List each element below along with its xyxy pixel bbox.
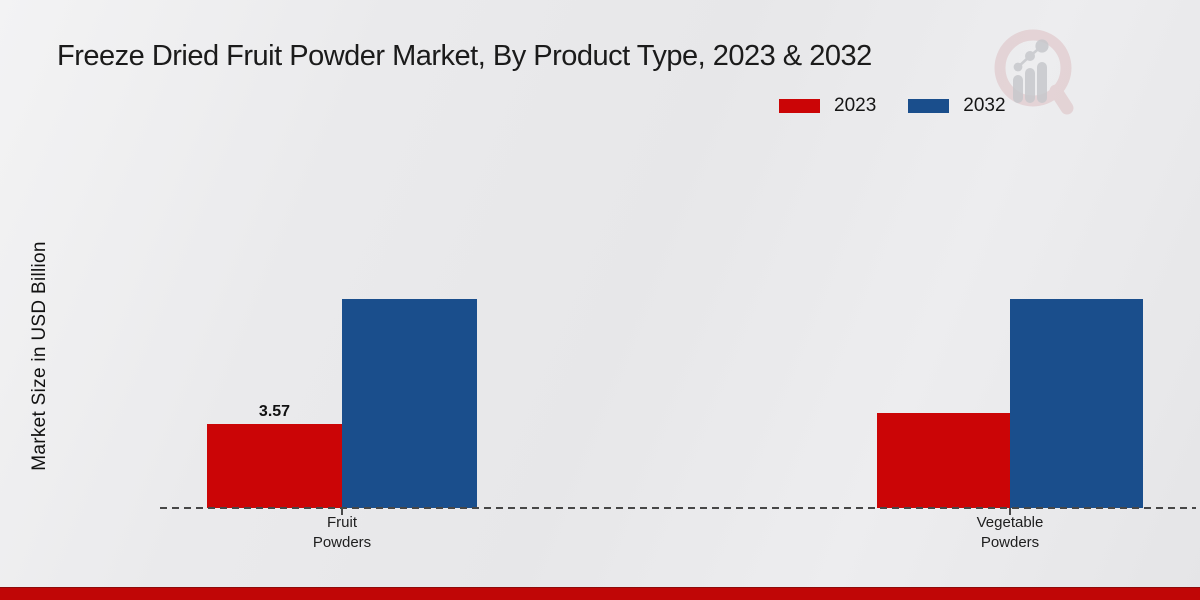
bar-fruit-powders-2023: 3.57 [207, 403, 342, 508]
bar-vegetable-powders-2023 [877, 413, 1010, 508]
bar-fruit-powders-2032 [342, 299, 477, 508]
legend-item-2032: 2032 [908, 95, 1006, 117]
legend-swatch-2032 [908, 99, 950, 113]
legend-item-2023: 2023 [779, 95, 876, 117]
x-axis-dashed-baseline [160, 507, 1196, 509]
magnifier-chart-logo-icon [994, 29, 1074, 115]
bar-vegetable-powders-2032 [1010, 299, 1143, 508]
chart-title: Freeze Dried Fruit Powder Market, By Pro… [57, 40, 872, 72]
footer-accent-bar [0, 587, 1200, 600]
x-axis-tick-vegetable [1009, 508, 1011, 515]
x-axis-tick-fruit [341, 508, 343, 515]
legend-swatch-2023 [779, 99, 820, 113]
legend-label-2032: 2032 [963, 95, 1006, 116]
category-label-fruit-powders: Fruit Powders [312, 514, 372, 552]
brand-logo-watermark [988, 25, 1088, 125]
category-label-vegetable-powders: Vegetable Powders [976, 514, 1044, 552]
legend: 2023 2032 [779, 95, 1006, 117]
bar-value-label-fruit-2023: 3.57 [258, 403, 291, 420]
legend-label-2023: 2023 [834, 95, 877, 116]
